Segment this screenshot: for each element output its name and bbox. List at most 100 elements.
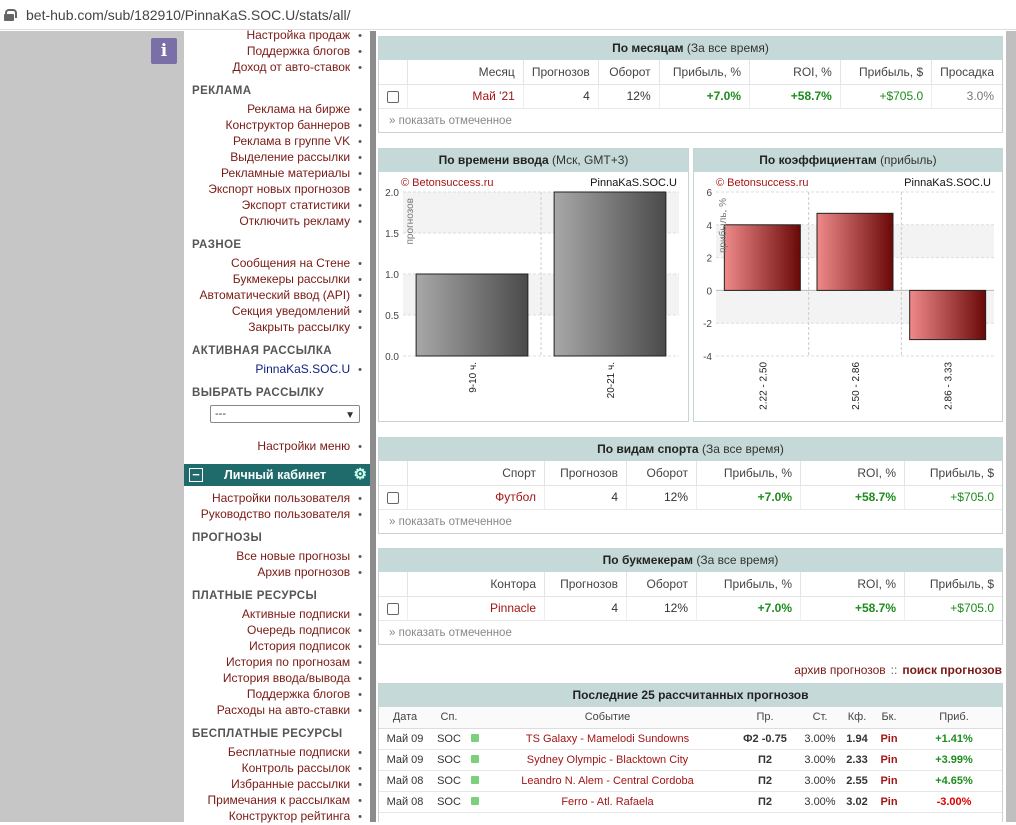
y-tick-label: 1.5 xyxy=(385,229,399,240)
event-cell[interactable]: Ferro - Atl. Rafaela xyxy=(483,791,732,813)
sidebar-item[interactable]: Реклама в группе VK xyxy=(233,133,362,149)
odds-cell: 2.55 xyxy=(842,770,872,792)
info-icon[interactable]: i xyxy=(151,38,177,64)
event-cell[interactable]: TS Galaxy - Mamelodi Sundowns xyxy=(483,728,732,750)
sidebar-header-misc: РАЗНОЕ xyxy=(192,239,242,251)
turnover-cell: 12% xyxy=(626,596,697,620)
show-marked-link[interactable]: » показать отмеченное xyxy=(379,108,1002,132)
sidebar-item[interactable]: История по прогнозам xyxy=(226,654,362,670)
row-checkbox[interactable] xyxy=(387,492,399,505)
count-cell: 4 xyxy=(544,596,627,620)
sidebar-item[interactable]: История подписок xyxy=(249,638,362,654)
column-header: Просадка xyxy=(931,60,1002,85)
column-header: Прибыль, % xyxy=(696,461,801,486)
table-row: Pinnacle 4 12% +7.0% +58.7% +$705.0 xyxy=(379,596,1002,620)
odds-cell: 3.02 xyxy=(842,791,872,813)
column-header: Пр. xyxy=(732,707,798,729)
column-header: Оборот xyxy=(626,572,697,597)
sidebar-header-ads: РЕКЛАМА xyxy=(192,85,252,97)
sidebar-item[interactable]: История ввода/вывода xyxy=(223,670,362,686)
sidebar-item[interactable]: Все новые прогнозы xyxy=(236,548,362,564)
stake-cell: 3.00% xyxy=(798,770,842,792)
archive-links: архив прогнозов:: поиск прогнозов xyxy=(378,663,1002,677)
column-header: ROI, % xyxy=(800,572,905,597)
month-cell[interactable]: Май '21 xyxy=(407,84,524,108)
time-chart: © Betonsuccess.ru PinnaKaS.SOC.U 0.0 0.5 1… xyxy=(385,177,679,398)
left-background xyxy=(0,31,184,822)
sidebar-item[interactable]: Закрыть рассылку xyxy=(248,319,362,335)
right-background xyxy=(1006,31,1016,822)
stake-cell: 3.00% xyxy=(798,791,842,813)
sidebar-item[interactable]: Экспорт новых прогнозов xyxy=(208,181,362,197)
archive-link[interactable]: архив прогнозов xyxy=(794,663,886,677)
event-cell[interactable]: Sydney Olympic - Blacktown City xyxy=(483,749,732,771)
last25-table: Дата Сп. Событие Пр. Ст. Кф. Бк. Приб. М… xyxy=(379,707,1002,813)
sidebar-item[interactable]: Настройки пользователя xyxy=(212,490,362,506)
sidebar-item[interactable]: Секция уведомлений xyxy=(232,303,362,319)
show-marked-link[interactable]: » показать отмеченное xyxy=(379,620,1002,644)
sidebar-item[interactable]: Избранные рассылки xyxy=(231,776,362,792)
subscription-select[interactable]: --- ▼ xyxy=(210,405,360,423)
menu-settings-link[interactable]: Настройки меню xyxy=(257,438,362,454)
coef-chart-header: По коэффициентам (прибыль) xyxy=(694,149,1002,172)
sidebar-item[interactable]: Поддержка блогов xyxy=(247,43,362,59)
column-header: Бк. xyxy=(872,707,906,729)
column-header: Сп. xyxy=(431,707,467,729)
sidebar-item[interactable]: Отключить рекламу xyxy=(239,213,362,229)
sidebar-item[interactable]: Конструктор рейтинга xyxy=(229,808,362,824)
event-cell[interactable]: Leandro N. Alem - Central Cordoba xyxy=(483,770,732,792)
sport-code-cell: SOC xyxy=(431,791,467,813)
sidebar-item[interactable]: Настройка продаж xyxy=(246,27,362,43)
sidebar-item[interactable]: Руководство пользователя xyxy=(201,506,362,522)
y-tick-label: 1.0 xyxy=(385,270,399,281)
column-header: Дата xyxy=(379,707,431,729)
date-cell: Май 09 xyxy=(379,749,431,771)
sidebar-item[interactable]: Активные подписки xyxy=(242,606,362,622)
sidebar-item[interactable]: Реклама на бирже xyxy=(247,101,362,117)
sport-code-cell: SOC xyxy=(431,770,467,792)
sidebar-item[interactable]: Доход от авто-ставок xyxy=(232,59,362,75)
sports-table: Спорт Прогнозов Оборот Прибыль, % ROI, %… xyxy=(379,461,1002,509)
bookmaker-cell: Pin xyxy=(872,749,906,771)
chart-subscription-name: PinnaKaS.SOC.U xyxy=(904,177,991,189)
sidebar-active-subscription[interactable]: PinnaKaS.SOC.U xyxy=(255,361,362,377)
sidebar-item[interactable]: Рекламные материалы xyxy=(221,165,362,181)
row-checkbox[interactable] xyxy=(387,603,399,616)
sidebar-item[interactable]: Букмекеры рассылки xyxy=(233,271,362,287)
sidebar-item[interactable]: Поддержка блогов xyxy=(247,686,362,702)
x-tick-label: 2.22 - 2.50 xyxy=(758,362,769,410)
sidebar-item[interactable]: Бесплатные подписки xyxy=(228,744,362,760)
coef-chart-panel: По коэффициентам (прибыль) © Betonsucces… xyxy=(693,148,1003,422)
sidebar-item[interactable]: Автоматический ввод (API) xyxy=(200,287,362,303)
address-bar[interactable]: bet-hub.com/sub/182910/PinnaKaS.SOC.U/st… xyxy=(0,0,1016,30)
sports-title: По видам спорта xyxy=(597,442,699,456)
sport-cell[interactable]: Футбол xyxy=(407,485,545,509)
time-chart-panel: По времени ввода (Мск, GMT+3) © Betonsuc… xyxy=(378,148,689,422)
date-cell: Май 08 xyxy=(379,791,431,813)
sidebar-item[interactable]: Очередь подписок xyxy=(247,622,362,638)
bookmaker-cell[interactable]: Pinnacle xyxy=(407,596,545,620)
y-tick-label: 2 xyxy=(706,254,712,265)
row-checkbox[interactable] xyxy=(387,91,399,104)
personal-cabinet-bar[interactable]: − Личный кабинет ⚙ xyxy=(184,464,370,486)
sidebar-item[interactable]: Выделение рассылки xyxy=(230,149,362,165)
sidebar-item[interactable]: Расходы на авто-ставки xyxy=(217,702,362,718)
sidebar-item[interactable]: Сообщения на Стене xyxy=(231,255,362,271)
profit-dollar-cell: +$705.0 xyxy=(950,601,994,616)
y-tick-label: 6 xyxy=(706,188,712,199)
sidebar-item[interactable]: Примечания к рассылкам xyxy=(208,792,362,808)
collapse-icon[interactable]: − xyxy=(189,468,203,482)
sidebar-item[interactable]: Экспорт статистики xyxy=(242,197,362,213)
months-subtitle: (За все время) xyxy=(686,41,769,55)
turnover-cell: 12% xyxy=(626,485,697,509)
search-link[interactable]: поиск прогнозов xyxy=(902,663,1002,677)
sidebar-item[interactable]: Контроль рассылок xyxy=(242,760,362,776)
roi-cell: +58.7% xyxy=(800,596,905,620)
url-text[interactable]: bet-hub.com/sub/182910/PinnaKaS.SOC.U/st… xyxy=(26,6,351,23)
sidebar-item[interactable]: Архив прогнозов xyxy=(257,564,362,580)
gear-icon[interactable]: ⚙ xyxy=(353,466,367,483)
last25-title: Последние 25 рассчитанных прогнозов xyxy=(572,688,809,702)
y-axis-label: прогнозов xyxy=(405,198,416,245)
show-marked-link[interactable]: » показать отмеченное xyxy=(379,509,1002,533)
sidebar-item[interactable]: Конструктор баннеров xyxy=(225,117,362,133)
